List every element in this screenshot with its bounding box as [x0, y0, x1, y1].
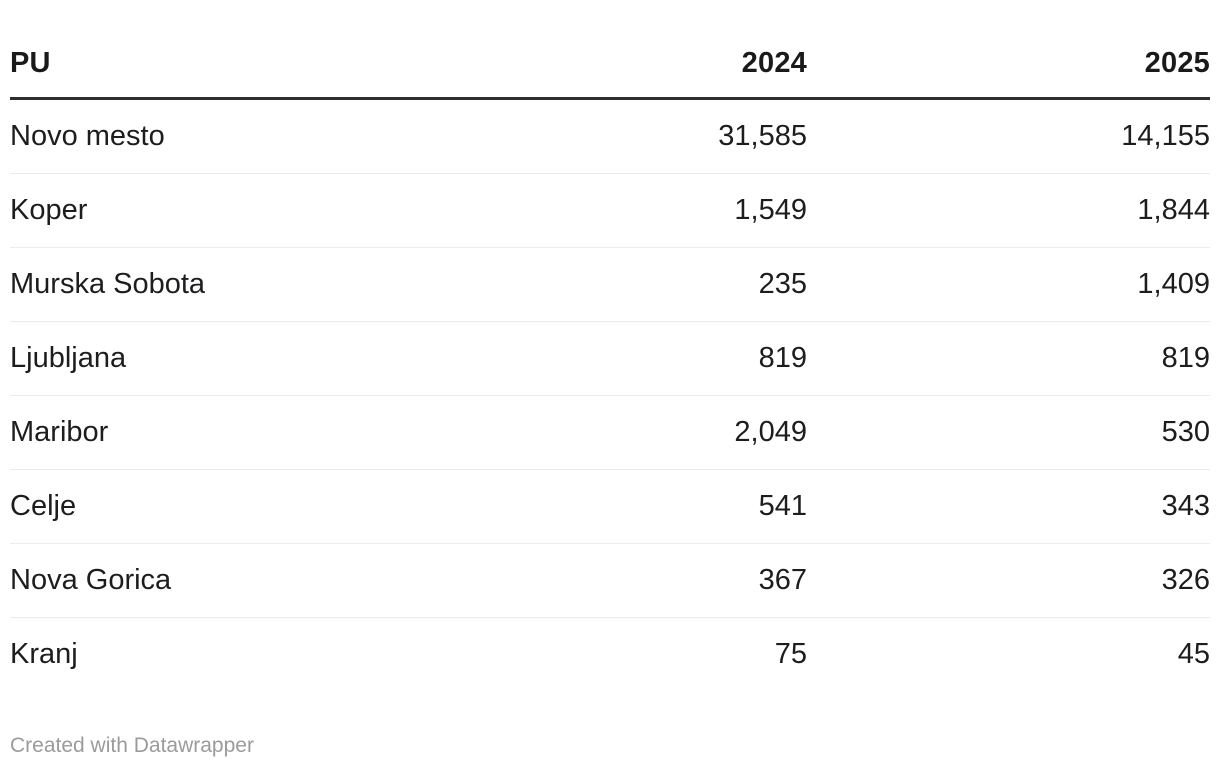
- cell-pu: Celje: [10, 469, 404, 544]
- column-header-2024: 2024: [404, 0, 807, 100]
- attribution: Created with Datawrapper: [10, 733, 1210, 758]
- cell-2024: 75: [774, 638, 807, 670]
- table-body: Novo mesto 31,585 14,155 Koper 1,549 1,8…: [10, 98, 1210, 692]
- table-row: Novo mesto 31,585 14,155: [10, 98, 1210, 174]
- table-row: Koper 1,549 1,844: [10, 173, 1210, 248]
- cell-2025: 14,155: [807, 98, 1210, 174]
- cell-2025: 45: [1177, 638, 1210, 670]
- column-header-pu: PU: [10, 0, 404, 100]
- column-header-2025: 2025: [807, 0, 1210, 100]
- data-table: PU 2024 2025 Novo mesto 31,585 14,155 Ko…: [10, 0, 1210, 691]
- cell-2024: 367: [404, 543, 807, 618]
- cell-pu: Nova Gorica: [10, 543, 404, 618]
- cell-2025: 343: [807, 469, 1210, 544]
- cell-2025: 1,409: [807, 247, 1210, 322]
- cell-pu: Ljubljana: [10, 321, 404, 396]
- cell-2025: 819: [807, 321, 1210, 396]
- cell-2024: 541: [404, 469, 807, 544]
- cell-pu: Novo mesto: [10, 98, 404, 174]
- cell-2024: 2,049: [404, 395, 807, 470]
- table-row: Ljubljana 819 819: [10, 321, 1210, 396]
- header-row: PU 2024 2025: [10, 0, 1210, 100]
- cell-pu: Murska Sobota: [10, 247, 404, 322]
- table-row: Celje 541 343: [10, 469, 1210, 544]
- table-row: Murska Sobota 235 1,409: [10, 247, 1210, 322]
- cell-pu: Maribor: [10, 395, 404, 470]
- cell-2024: 819: [404, 321, 807, 396]
- datawrapper-credit-link[interactable]: Created with Datawrapper: [10, 734, 254, 757]
- table-row: Kranj 75 45: [10, 618, 1210, 692]
- cell-2024: 31,585: [404, 98, 807, 174]
- cell-2024: 235: [404, 247, 807, 322]
- table-row: Maribor 2,049 530: [10, 395, 1210, 470]
- cell-2025: 530: [807, 395, 1210, 470]
- cell-2024: 1,549: [404, 173, 807, 248]
- table-row: Nova Gorica 367 326: [10, 543, 1210, 618]
- cell-2025: 1,844: [807, 173, 1210, 248]
- cell-pu: Koper: [10, 173, 404, 248]
- cell-pu: Kranj: [10, 638, 78, 670]
- cell-2025: 326: [807, 543, 1210, 618]
